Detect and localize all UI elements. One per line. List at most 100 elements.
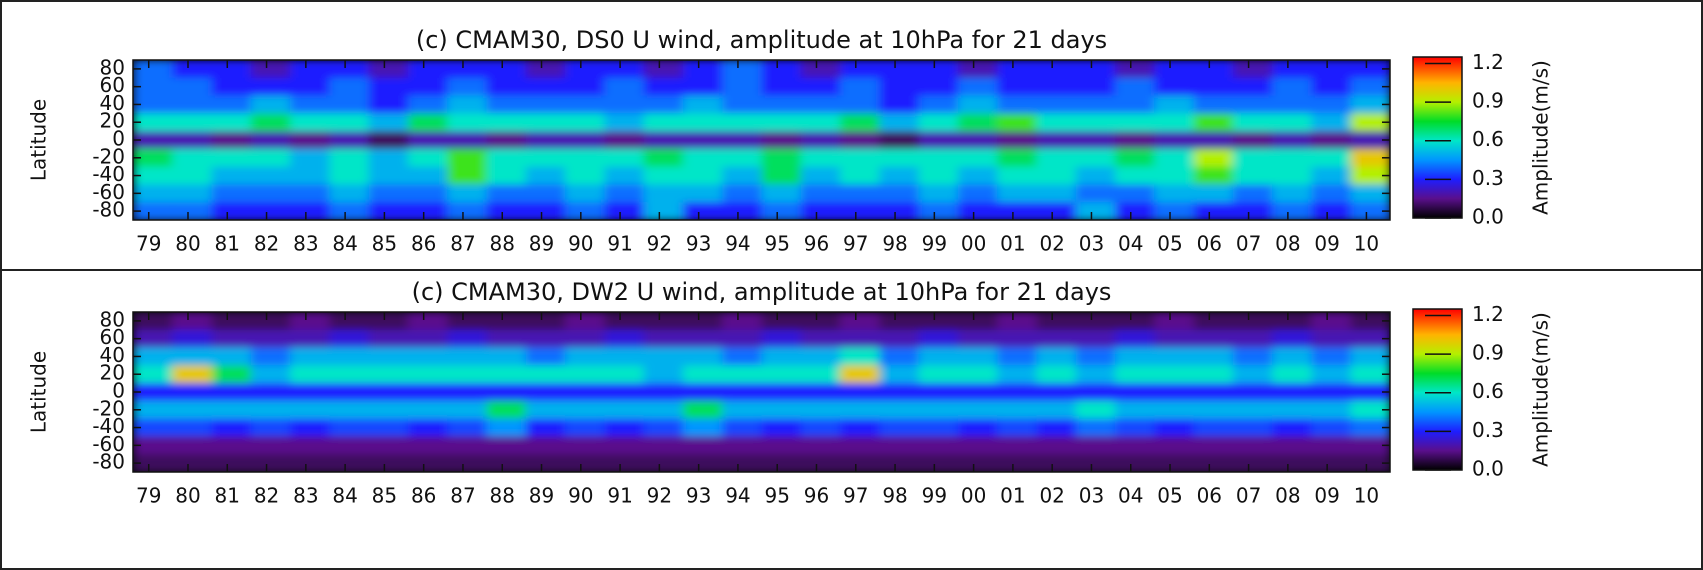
heat-cell (722, 436, 762, 454)
x-tick-label: 82 (254, 484, 279, 508)
heat-cell (1311, 383, 1351, 401)
heat-cell (997, 312, 1037, 330)
heat-cell (447, 149, 487, 167)
heat-cell (369, 149, 409, 167)
heat-cell (722, 78, 762, 96)
heat-cell (251, 167, 291, 185)
heat-cell (762, 419, 802, 437)
heat-cell (879, 149, 919, 167)
heat-cell (1311, 348, 1351, 366)
heat-cell (1272, 202, 1312, 220)
heat-cell (212, 167, 252, 185)
heat-cell (958, 454, 998, 472)
heat-cell (997, 78, 1037, 96)
heat-cell (958, 96, 998, 114)
heat-cell (1076, 365, 1116, 383)
heat-cell (722, 60, 762, 78)
heat-cell (919, 436, 959, 454)
heat-cell (329, 454, 369, 472)
heat-cell (762, 383, 802, 401)
heat-cell (369, 78, 409, 96)
heat-cell (919, 401, 959, 419)
heat-cell (722, 149, 762, 167)
heat-cell (290, 184, 330, 202)
heat-cell (958, 78, 998, 96)
heat-cell (565, 131, 605, 149)
heat-cell (801, 312, 841, 330)
x-tick-label: 04 (1118, 484, 1143, 508)
heat-cell (487, 96, 527, 114)
heat-cell (1036, 60, 1076, 78)
heat-cell (329, 202, 369, 220)
heat-cell (919, 383, 959, 401)
heat-cell (1154, 60, 1194, 78)
heat-cell (329, 131, 369, 149)
heat-cell (1154, 167, 1194, 185)
heat-cell (604, 401, 644, 419)
heat-cell (565, 202, 605, 220)
heat-cell (329, 383, 369, 401)
heat-cell (958, 131, 998, 149)
heat-cell (329, 149, 369, 167)
heat-cell (1194, 348, 1234, 366)
heat-cell (762, 330, 802, 348)
heat-cell (801, 184, 841, 202)
heat-cell (722, 454, 762, 472)
heat-cell (644, 131, 684, 149)
heat-cell (1115, 330, 1155, 348)
heat-cell (644, 184, 684, 202)
heat-cell (212, 365, 252, 383)
heat-cell (604, 365, 644, 383)
heat-cell (329, 312, 369, 330)
heat-cell (1154, 436, 1194, 454)
y-tick-label: -80 (92, 450, 125, 474)
heat-cell (369, 96, 409, 114)
heat-cell (879, 131, 919, 149)
x-tick-label: 01 (1000, 232, 1025, 256)
heat-cell (251, 419, 291, 437)
colorbar (1413, 57, 1462, 218)
heat-cell (1036, 312, 1076, 330)
heat-cell (487, 113, 527, 131)
heat-cell (212, 131, 252, 149)
heat-cell (447, 454, 487, 472)
heat-cell (1233, 113, 1273, 131)
heat-cell (565, 167, 605, 185)
heat-cell (369, 202, 409, 220)
heat-cell (801, 60, 841, 78)
heat-cell (604, 167, 644, 185)
heat-cell (565, 348, 605, 366)
heat-cell (840, 454, 880, 472)
heat-cell (879, 454, 919, 472)
heat-cell (683, 383, 723, 401)
heat-cell (1036, 96, 1076, 114)
heat-cell (644, 312, 684, 330)
heat-cell (1311, 401, 1351, 419)
heat-cell (369, 131, 409, 149)
heat-cell (801, 113, 841, 131)
x-tick-label: 99 (922, 484, 947, 508)
x-tick-label: 83 (293, 484, 318, 508)
colorbar-tick-label: 1.2 (1472, 302, 1504, 326)
heat-cell (879, 96, 919, 114)
heat-cell (958, 60, 998, 78)
heat-cell (290, 454, 330, 472)
heat-cell (487, 436, 527, 454)
heat-cell (290, 401, 330, 419)
heat-cell (1311, 60, 1351, 78)
heat-cell (565, 330, 605, 348)
x-tick-label: 02 (1039, 484, 1064, 508)
heat-cell (1076, 131, 1116, 149)
heat-cell (565, 419, 605, 437)
heat-cell (919, 348, 959, 366)
heat-cell (958, 365, 998, 383)
heat-cell (1233, 401, 1273, 419)
heat-cell (487, 167, 527, 185)
heat-cell (879, 383, 919, 401)
heat-cell (879, 365, 919, 383)
x-tick-label: 90 (568, 232, 593, 256)
x-tick-label: 03 (1079, 232, 1104, 256)
heat-cell (919, 330, 959, 348)
heat-cell (1194, 312, 1234, 330)
heat-cell (644, 454, 684, 472)
